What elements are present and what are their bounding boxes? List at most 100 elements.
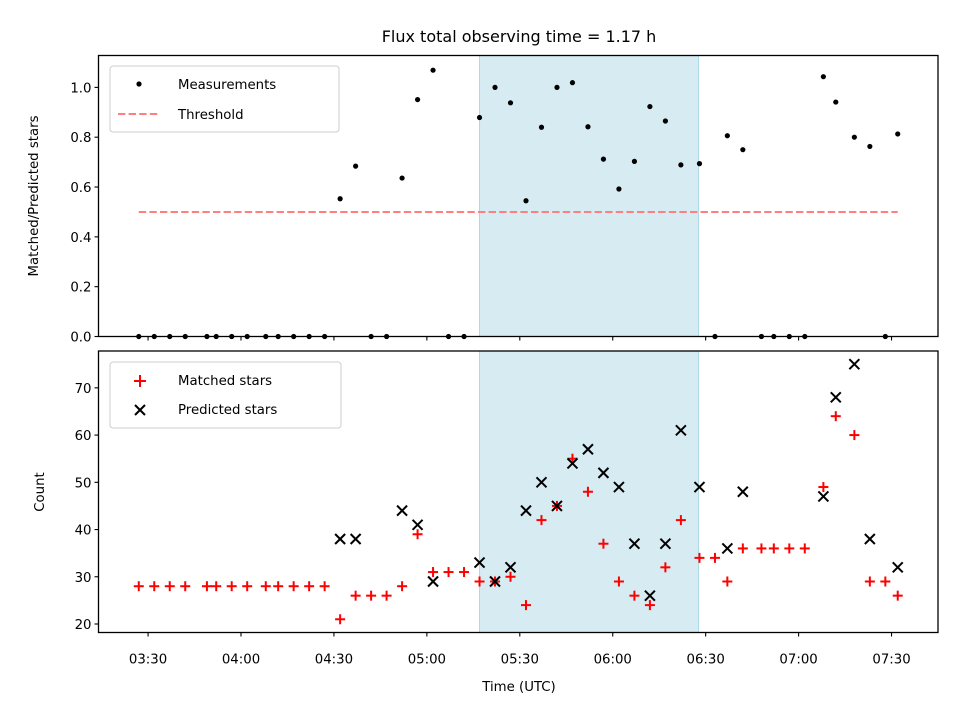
y-tick-label: 70: [75, 382, 92, 397]
matched-star-point: [675, 515, 686, 526]
x-tick-label: 04:00: [222, 653, 260, 668]
x-stroke-b: [597, 467, 610, 479]
x-stroke-b: [411, 519, 424, 531]
matched-star-point: [613, 576, 624, 587]
measurement-point: [647, 103, 653, 110]
x-tick-label: 07:30: [872, 653, 910, 668]
shaded-span: [479, 55, 700, 337]
y-tick-label: 0.6: [70, 181, 91, 196]
matched-star-point: [598, 538, 609, 549]
matched-star-point: [304, 581, 315, 592]
measurement-point: [616, 186, 622, 192]
x-stroke-b: [396, 504, 408, 517]
matched-star-point: [226, 581, 237, 592]
x-tick-label: 05:30: [501, 653, 539, 668]
x-stroke-b: [504, 561, 517, 574]
predicted-star-point: [693, 481, 706, 493]
legend-matched-marker: [134, 375, 146, 387]
measurement-point: [585, 124, 591, 130]
matched-star-point: [756, 543, 767, 554]
matched-star-point: [288, 581, 299, 592]
x-stroke-b: [659, 537, 672, 550]
x-stroke-b: [473, 556, 486, 569]
measurement-point: [399, 175, 405, 181]
predicted-star-point: [892, 561, 904, 574]
predicted-star-point: [675, 424, 687, 437]
predicted-star-point: [473, 556, 486, 569]
x-tick-label: 04:30: [315, 653, 353, 668]
x-stroke-b: [628, 537, 641, 550]
matched-star-point: [582, 486, 593, 497]
top-y-axis-label: Matched/Predicted stars: [27, 115, 42, 276]
x-stroke-b: [693, 481, 706, 493]
matched-star-point: [768, 543, 779, 554]
predicted-star-point: [830, 391, 842, 403]
matched-star-point: [864, 576, 875, 587]
matched-star-point: [381, 590, 392, 601]
measurement-point: [662, 118, 668, 124]
x-stroke-b: [675, 424, 687, 437]
matched-star-point: [443, 567, 454, 578]
measurement-point: [353, 163, 359, 169]
predicted-star-point: [504, 561, 517, 574]
predicted-star-point: [613, 481, 625, 493]
measurement-point: [833, 99, 839, 105]
matched-star-point: [459, 567, 470, 578]
predicted-star-point: [597, 467, 610, 479]
x-stroke-b: [551, 500, 563, 512]
matched-star-point: [849, 430, 860, 441]
x-tick-label: 06:30: [687, 653, 725, 668]
x-tick-label: 06:00: [594, 653, 632, 668]
matched-star-point: [830, 411, 841, 422]
legend-predicted-marker: [134, 404, 146, 416]
x-tick-label: 03:30: [129, 653, 167, 668]
matched-star-point: [133, 581, 144, 592]
legend-predicted-label: Predicted stars: [178, 403, 277, 418]
measurement-point: [631, 158, 638, 164]
x-stroke-b: [892, 561, 904, 574]
x-stroke-b: [334, 533, 346, 545]
predicted-star-point: [659, 537, 672, 550]
x-stroke-b: [582, 443, 594, 455]
predicted-star-point: [817, 490, 830, 503]
matched-star-point: [149, 581, 160, 592]
y-tick-label: 60: [75, 429, 92, 444]
matched-star-point: [164, 581, 175, 592]
predicted-star-point: [551, 500, 563, 512]
x-stroke-b: [349, 533, 362, 545]
matched-star-point: [474, 576, 485, 587]
measurement-point: [569, 80, 576, 86]
y-tick-label: 1.0: [70, 81, 91, 96]
x-tick-label: 05:00: [408, 653, 446, 668]
y-tick-label: 40: [75, 524, 92, 539]
matched-star-point: [505, 571, 516, 582]
chart-title: Flux total observing time = 1.17 h: [382, 27, 657, 46]
matched-star-point: [694, 552, 705, 563]
predicted-star-point: [411, 519, 424, 531]
matched-star-point: [818, 482, 829, 493]
bottom-axes-frame: [97, 350, 939, 634]
x-stroke-b: [737, 486, 749, 498]
bottom-panel: 20 30 40 50 60 70 03:30 04:00 04:30 05:00 05:30 06…: [33, 350, 939, 695]
y-tick-label: 0.8: [70, 131, 91, 146]
predicted-star-point: [535, 476, 548, 489]
predicted-star-point: [582, 443, 594, 455]
measurement-point: [523, 198, 529, 204]
measurement-point: [724, 133, 730, 139]
top-legend: Measurements Threshold: [109, 65, 340, 133]
measurement-point: [492, 84, 498, 90]
measurement-point: [740, 147, 746, 153]
matched-star-point: [737, 543, 748, 554]
measurement-point: [696, 161, 703, 167]
predicted-star-point: [864, 533, 876, 545]
predicted-star-point: [644, 589, 656, 602]
measurement-point: [538, 124, 545, 130]
measurement-point: [476, 114, 483, 121]
matched-star-point: [350, 590, 361, 601]
predicted-star-point: [848, 358, 861, 370]
predicted-star-point: [334, 533, 346, 545]
matched-star-point: [428, 567, 439, 578]
matched-star-point: [660, 562, 671, 573]
matched-star-point: [335, 614, 346, 625]
